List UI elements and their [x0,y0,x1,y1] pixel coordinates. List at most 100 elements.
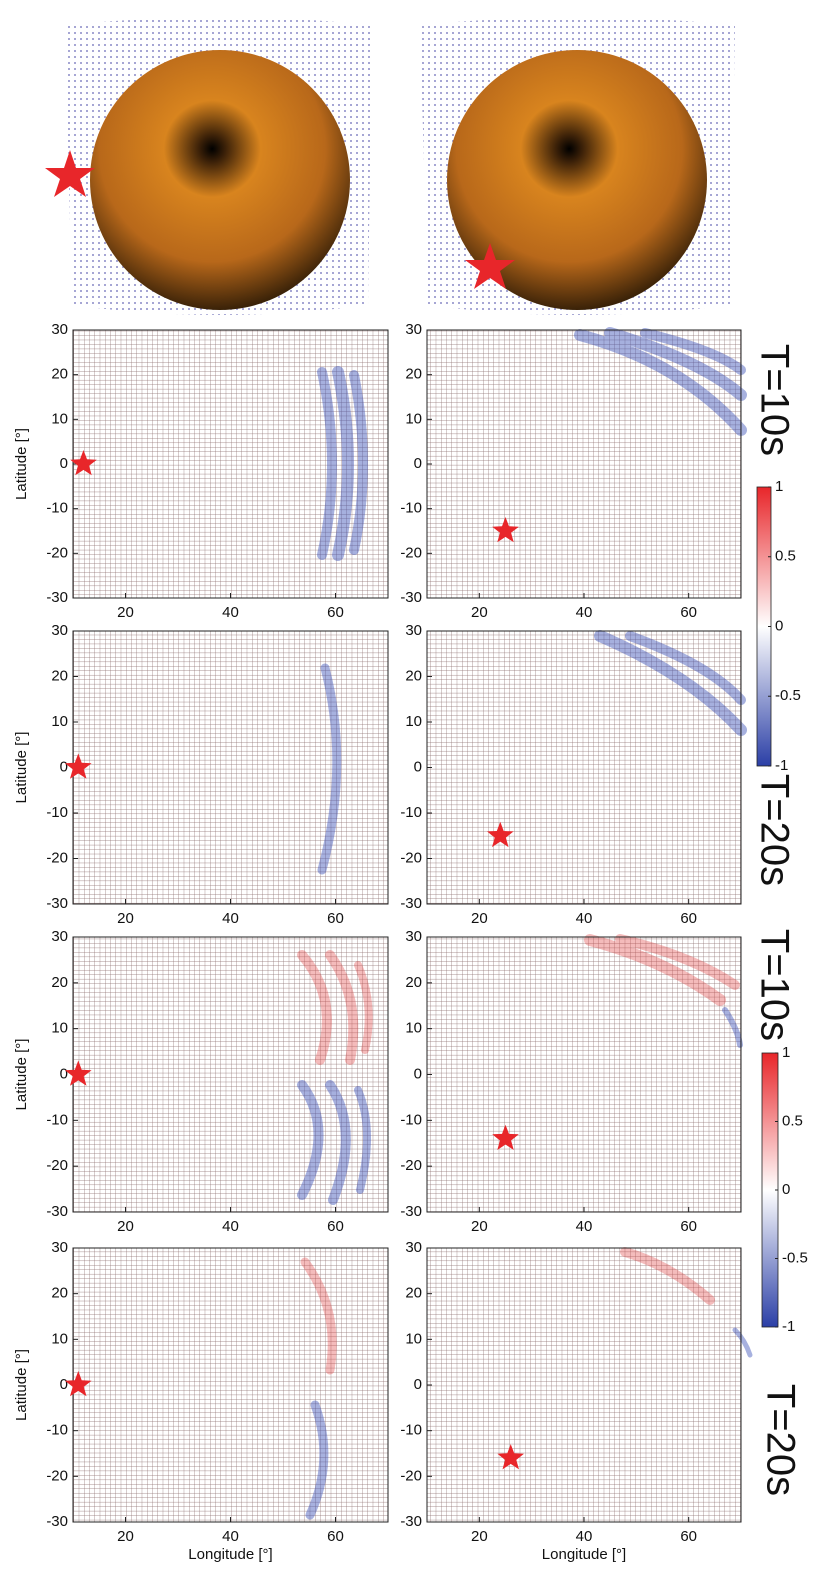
colorbar-tick-label: 0.5 [775,548,796,565]
y-tick-label: -20 [400,849,422,866]
y-tick-label: 10 [405,713,422,730]
globe-right [420,17,735,315]
colorbar-tick-label: 1 [782,1044,790,1061]
x-axis-label: Longitude [°] [188,1546,272,1563]
mesh [427,330,741,598]
y-tick-label: -20 [400,544,422,561]
x-tick-label: 60 [327,1218,344,1235]
y-axis-label: Latitude [°] [13,428,30,500]
star-marker [487,821,514,848]
y-tick-label: 20 [405,974,422,991]
x-tick-label: 60 [327,1528,344,1545]
y-tick-label: 0 [60,455,68,472]
colorbar-tick-label: 1 [775,478,783,495]
y-tick-label: -30 [400,589,422,606]
time-label: T=20s [758,1384,802,1496]
star-marker [497,1444,524,1470]
colorbar-tick-label: -1 [775,757,788,774]
y-tick-label: 20 [405,1285,422,1302]
x-tick-label: 40 [222,910,239,927]
y-tick-label: 20 [51,667,68,684]
x-tick-label: 20 [471,604,488,621]
y-tick-label: 0 [414,758,422,775]
y-tick-label: 20 [51,1285,68,1302]
x-tick-label: 20 [117,1528,134,1545]
y-tick-label: -10 [400,804,422,821]
y-tick-label: -30 [400,895,422,912]
x-tick-label: 60 [680,604,697,621]
y-tick-label: -20 [46,1157,68,1174]
x-tick-label: 60 [680,1218,697,1235]
time-label: T=20s [752,774,796,886]
star-marker [70,450,97,476]
y-tick-label: 10 [51,1020,68,1037]
x-tick-label: 60 [680,1528,697,1545]
star-marker [64,1371,92,1397]
y-tick-label: -30 [46,1203,68,1220]
x-tick-label: 20 [117,910,134,927]
y-axis-label: Latitude [°] [13,732,30,804]
x-tick-label: 20 [471,1218,488,1235]
y-tick-label: 30 [405,1239,422,1256]
star-marker [492,1124,519,1150]
y-tick-label: -20 [46,849,68,866]
y-tick-label: 10 [405,1020,422,1037]
x-tick-label: 20 [471,1528,488,1545]
y-tick-label: 0 [60,1065,68,1082]
y-tick-label: 10 [405,410,422,427]
y-tick-label: 20 [405,366,422,383]
colorbar-tick-label: -1 [782,1318,795,1335]
y-tick-label: -30 [46,1513,68,1530]
mesh [427,937,741,1212]
y-tick-label: 30 [405,622,422,639]
y-tick-label: -30 [46,589,68,606]
mesh [427,1248,741,1522]
y-tick-label: -20 [400,1467,422,1484]
x-tick-label: 40 [222,1528,239,1545]
y-tick-label: -10 [46,1422,68,1439]
x-tick-label: 60 [327,604,344,621]
y-tick-label: 10 [51,410,68,427]
y-tick-label: 30 [405,321,422,338]
y-axis-label: Latitude [°] [13,1039,30,1111]
star-marker [64,753,92,779]
y-tick-label: -30 [400,1203,422,1220]
x-tick-label: 20 [117,1218,134,1235]
colorbar-tick-label: 0 [782,1181,790,1198]
y-tick-label: -30 [400,1513,422,1530]
y-tick-label: 20 [51,974,68,991]
x-tick-label: 60 [327,910,344,927]
x-tick-label: 40 [576,604,593,621]
colorbar-tick-label: 0 [775,617,783,634]
y-tick-label: -20 [46,1467,68,1484]
y-tick-label: -10 [46,1111,68,1128]
colorbar-tick-label: 0.5 [782,1112,803,1129]
x-tick-label: 40 [576,1528,593,1545]
mesh [73,631,388,904]
anomalies [297,327,753,1520]
time-label: T=10s [752,929,796,1041]
y-tick-label: -10 [46,500,68,517]
star-marker [492,517,519,543]
y-tick-label: 30 [405,928,422,945]
y-tick-label: 30 [51,622,68,639]
y-tick-label: 30 [51,928,68,945]
x-tick-label: 40 [222,604,239,621]
mesh [73,330,388,598]
y-tick-label: 20 [405,667,422,684]
y-tick-label: -10 [400,500,422,517]
y-tick-label: 0 [60,758,68,775]
colorbar-tick-label: -0.5 [775,687,801,704]
y-tick-label: 0 [414,455,422,472]
star-marker [64,1060,92,1086]
y-tick-label: 10 [405,1330,422,1347]
x-tick-label: 40 [576,1218,593,1235]
time-label: T=10s [752,344,796,456]
x-tick-label: 40 [222,1218,239,1235]
globe-left [45,17,372,315]
y-tick-label: -10 [400,1111,422,1128]
x-tick-label: 20 [471,910,488,927]
y-tick-label: 10 [51,713,68,730]
mesh [427,631,741,904]
x-tick-label: 20 [117,604,134,621]
